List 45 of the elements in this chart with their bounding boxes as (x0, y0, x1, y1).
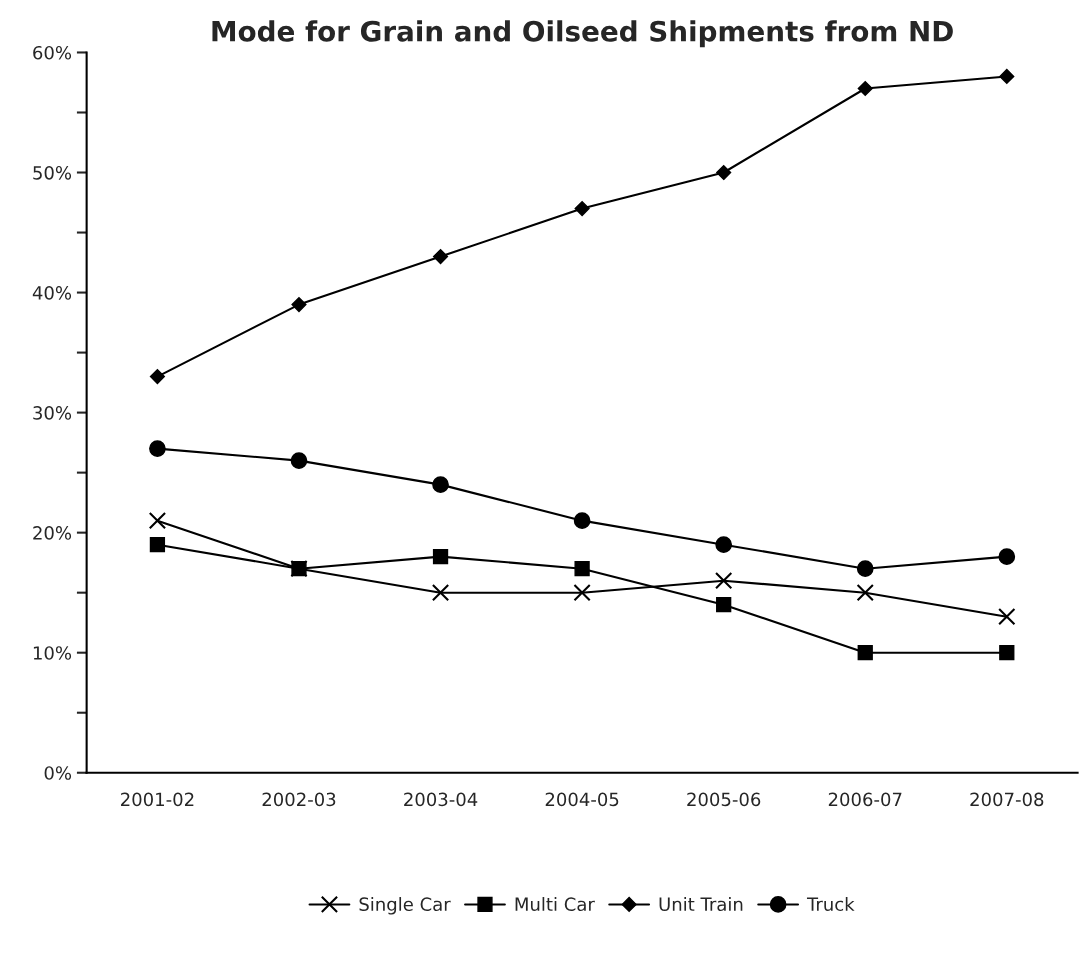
y-tick-label: 30% (33, 406, 72, 420)
point (999, 645, 1015, 661)
point (716, 164, 732, 181)
point (148, 511, 167, 530)
x-tick-label: 2004-05 (545, 792, 619, 807)
point (998, 548, 1016, 565)
point (291, 296, 307, 313)
y-tick-label: 20% (33, 526, 72, 540)
legend-label: Truck (806, 897, 855, 912)
point (856, 583, 874, 602)
x-tick-label: 2002-03 (262, 792, 336, 807)
y-tick-label: 60% (33, 45, 72, 60)
legend-label: Multi Car (515, 897, 595, 912)
point (149, 440, 166, 457)
x-tick-label: 2007-08 (970, 792, 1044, 807)
point (574, 200, 590, 217)
y-tick-label: 40% (32, 286, 72, 300)
chart-title: Mode for Grain and Oilseed Shipments from ND (212, 20, 953, 48)
point (290, 452, 308, 469)
point (856, 560, 874, 577)
y-tick-label: 50% (33, 165, 72, 180)
point (715, 536, 733, 553)
x-tick-label: 2006-07 (828, 792, 902, 807)
x-tick-label: 2005-06 (687, 792, 761, 807)
legend-label: Unit Train (659, 897, 743, 912)
point (149, 369, 165, 385)
x-tick-label: 2001-02 (121, 792, 194, 807)
point (431, 583, 450, 602)
point (857, 80, 873, 97)
point (432, 549, 449, 565)
legend-label: Single Car (359, 897, 451, 915)
x-tick-label: 2003-04 (404, 792, 478, 807)
point (149, 537, 166, 553)
point (999, 68, 1015, 85)
point (857, 645, 873, 661)
point (432, 476, 449, 493)
point (432, 248, 449, 265)
point (998, 608, 1016, 626)
point (716, 597, 732, 613)
y-tick-label: 0% (44, 766, 72, 780)
y-tick-label: 10% (33, 646, 72, 660)
point (573, 512, 591, 529)
point (715, 571, 733, 590)
point (574, 561, 590, 577)
point (573, 583, 591, 602)
